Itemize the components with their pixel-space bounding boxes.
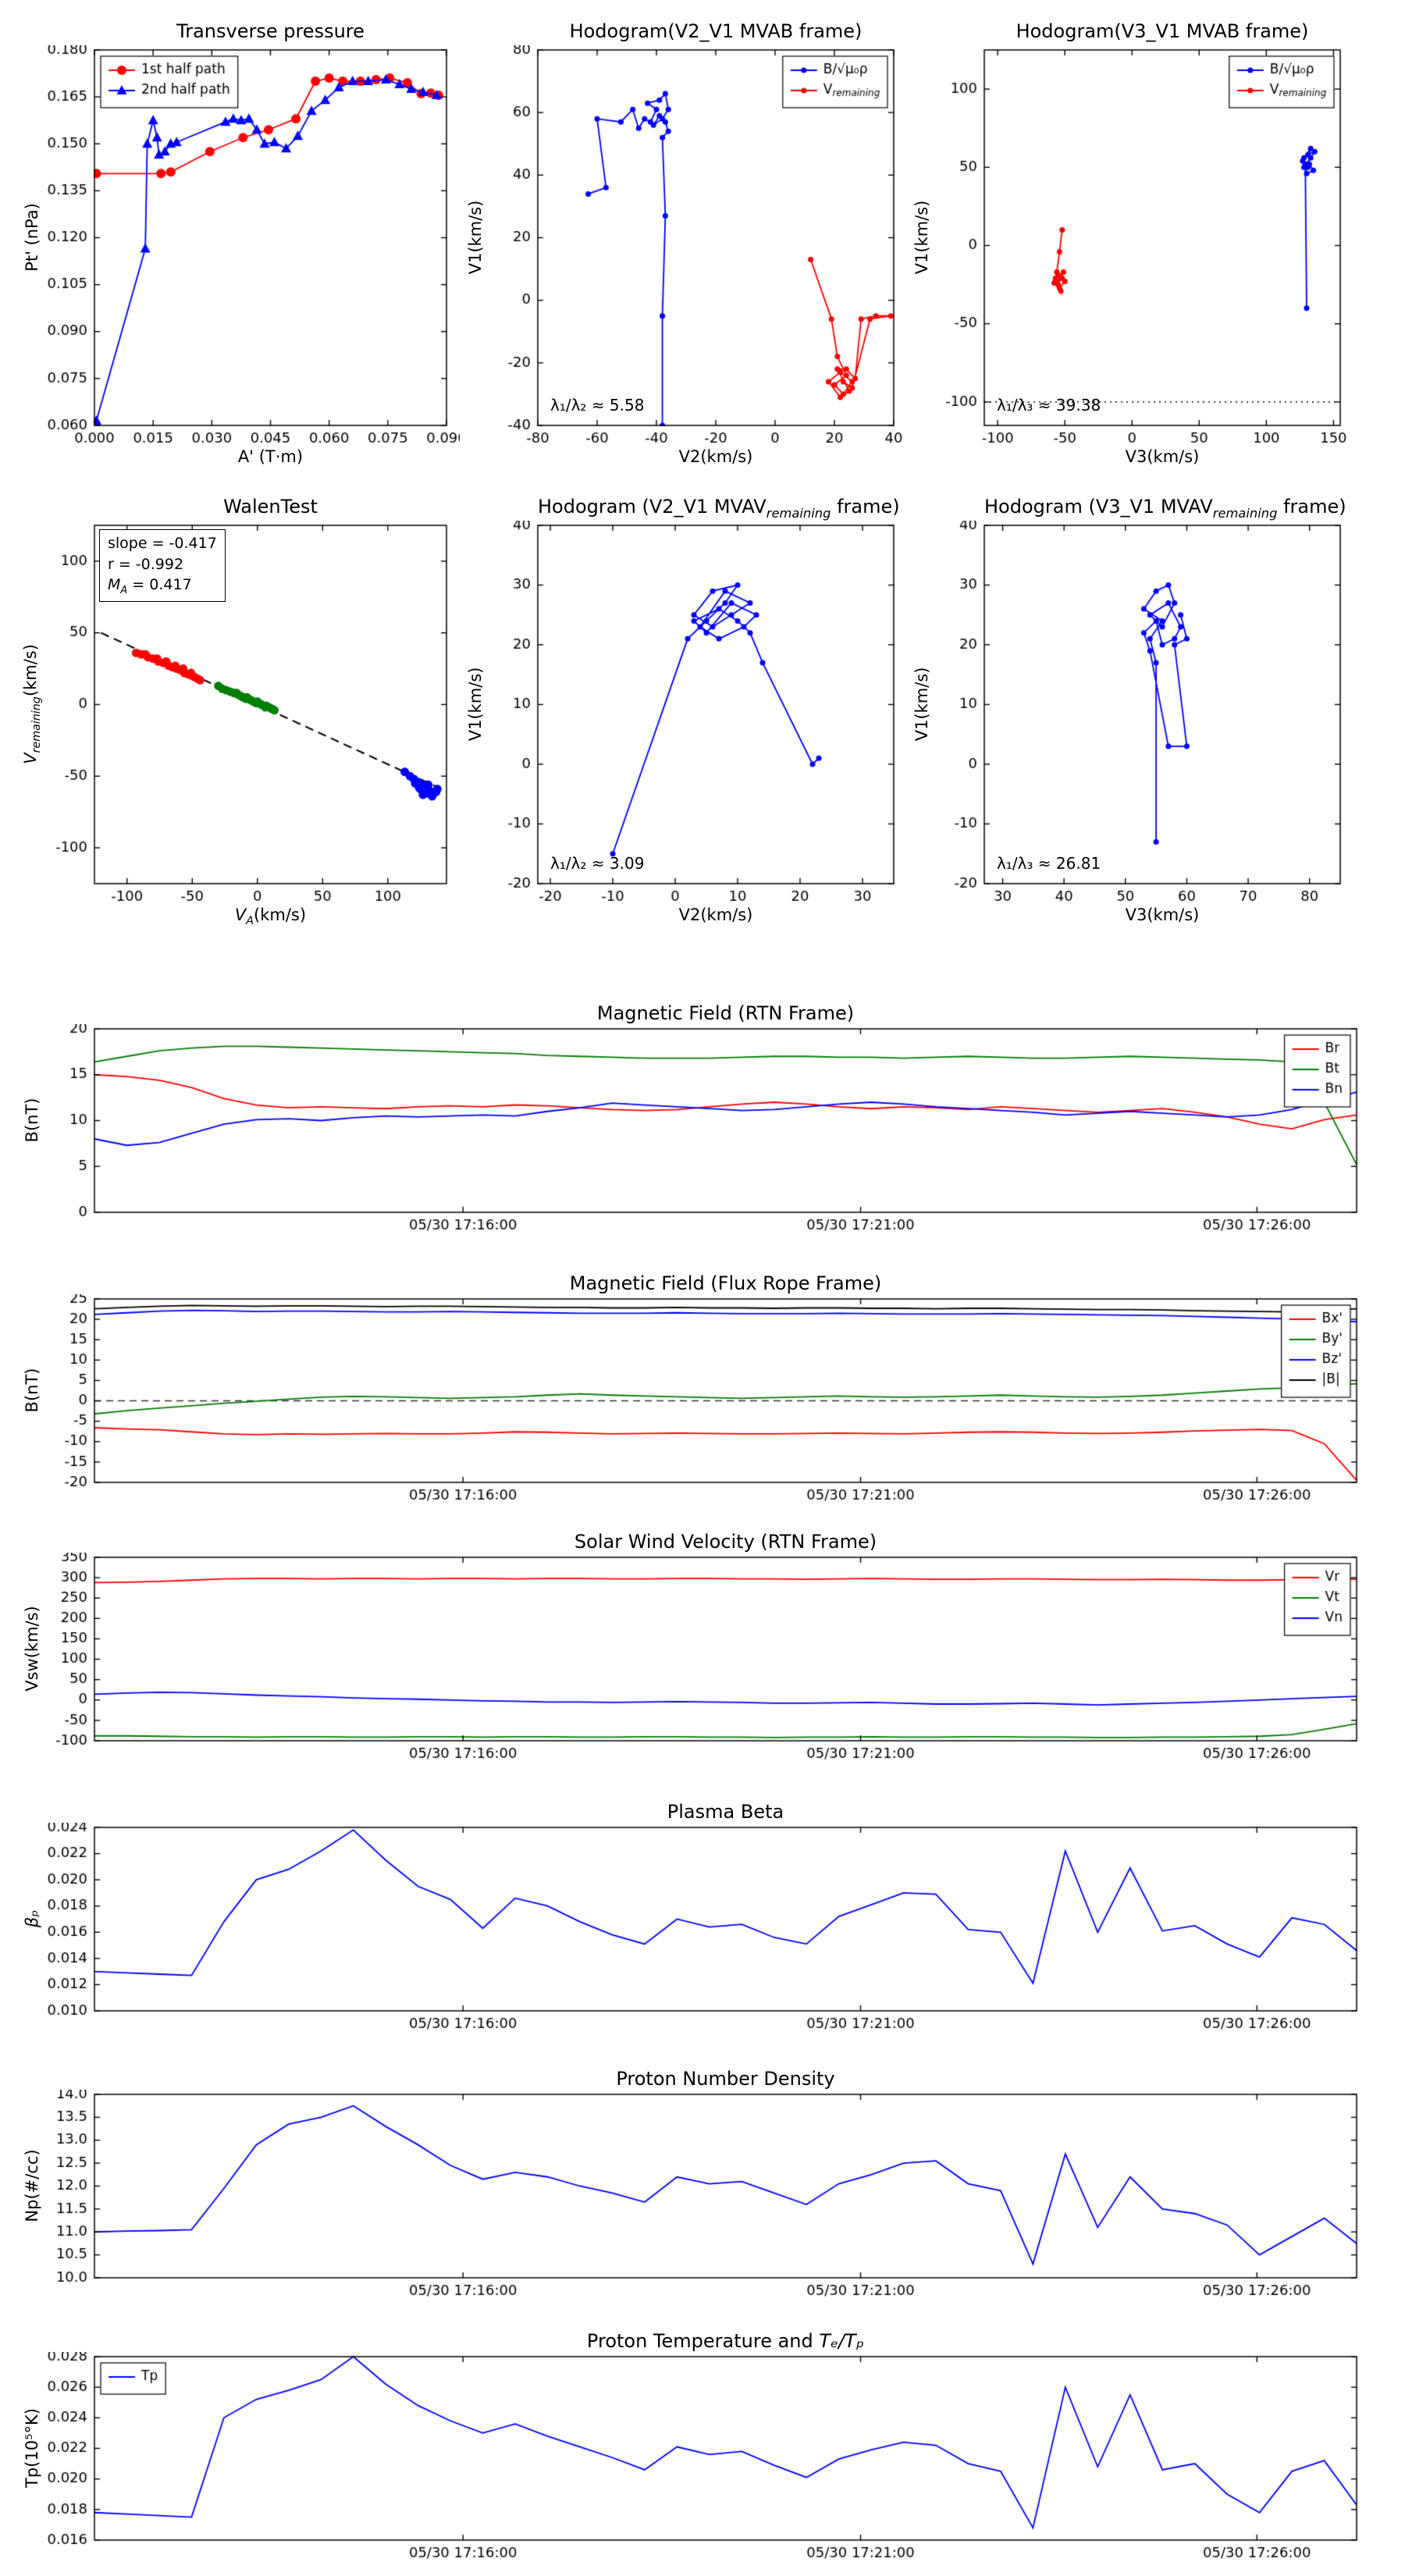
ylabel-text: (km/s) bbox=[20, 644, 40, 697]
ylabel-text: Pt' (nPa) bbox=[23, 203, 41, 272]
ylabel-magnetic-field-rtn: B(nT) bbox=[23, 1098, 41, 1143]
title-transverse-pressure: Transverse pressure bbox=[94, 19, 446, 44]
xlabel-hodogram-v2v1-mvav: V2(km/s) bbox=[538, 906, 894, 924]
title-text: Magnetic Field (RTN Frame) bbox=[596, 1002, 855, 1024]
ylabel-solar-wind-velocity: Vsw(km/s) bbox=[23, 1606, 41, 1692]
chart-transverse-pressure-canvas bbox=[16, 45, 462, 452]
chart-hodogram-v2v1-mvav-canvas bbox=[460, 521, 909, 910]
ylabel-hodogram-v3v1-mvav: V1(km/s) bbox=[912, 667, 931, 742]
ylabel-subscript: remaining bbox=[30, 696, 44, 753]
title-text: frame) bbox=[831, 496, 900, 518]
walen-mach-text: = 0.417 bbox=[127, 576, 192, 594]
xlabel-hodogram-v3v1-mvab: V3(km/s) bbox=[984, 447, 1340, 466]
title-proton-number-density: Proton Number Density bbox=[94, 2066, 1357, 2091]
chart-hodogram-v2v1-mvab-canvas bbox=[460, 45, 909, 452]
chart-proton-number-density-canvas bbox=[16, 2090, 1372, 2304]
title-hodogram-v2v1-mvav: Hodogram (V2_V1 MVAVremaining frame) bbox=[538, 494, 900, 521]
ylabel-text: V bbox=[20, 753, 40, 764]
title-proton-temperature: Proton Temperature and Tₑ/Tₚ bbox=[94, 2329, 1357, 2354]
ylabel-transverse-pressure: Pt' (nPa) bbox=[23, 203, 41, 272]
title-math: Tₑ/Tₚ bbox=[819, 2330, 865, 2352]
walen-mach-subscript: A bbox=[120, 584, 128, 596]
chart-hodogram-v3v1-mvab-canvas bbox=[906, 45, 1356, 452]
title-magnetic-field-rtn: Magnetic Field (RTN Frame) bbox=[94, 1001, 1357, 1026]
walen-mach-symbol: M bbox=[108, 576, 121, 594]
xlabel-walen-test: VA(km/s) bbox=[94, 906, 446, 927]
chart-magnetic-field-rtn-canvas bbox=[16, 1024, 1372, 1239]
xlabel-text: A' (T·m) bbox=[237, 447, 304, 466]
eigenvalue-ratio-annotation-v2v1-mvab: λ₁/λ₂ ≈ 5.58 bbox=[550, 396, 645, 415]
chart-walen-test-canvas bbox=[16, 521, 462, 910]
title-hodogram-v3v1-mvav: Hodogram (V3_V1 MVAVremaining frame) bbox=[984, 494, 1346, 521]
ylabel-text: Np(#/cc) bbox=[23, 2149, 41, 2222]
title-text: Hodogram(V2_V1 MVAB frame) bbox=[569, 20, 863, 42]
title-magnetic-field-flux-rope: Magnetic Field (Flux Rope Frame) bbox=[94, 1271, 1357, 1296]
title-solar-wind-velocity: Solar Wind Velocity (RTN Frame) bbox=[94, 1529, 1357, 1554]
title-text: Plasma Beta bbox=[667, 1801, 784, 1823]
title-subscript: remaining bbox=[766, 505, 831, 521]
chart-hodogram-v3v1-mvav-canvas bbox=[906, 521, 1356, 910]
ylabel-hodogram-v2v1-mvav: V1(km/s) bbox=[466, 667, 485, 742]
ylabel-magnetic-field-flux-rope: B(nT) bbox=[23, 1368, 41, 1413]
chart-proton-temperature-canvas bbox=[16, 2352, 1372, 2567]
xlabel-hodogram-v2v1-mvab: V2(km/s) bbox=[538, 447, 894, 466]
walen-r-value: r = -0.992 bbox=[108, 555, 184, 573]
xlabel-text: V3(km/s) bbox=[1125, 906, 1200, 924]
ylabel-text: Tp(10⁵°K) bbox=[23, 2408, 41, 2488]
title-text: Hodogram (V3_V1 MVAV bbox=[984, 496, 1213, 518]
ylabel-text: B(nT) bbox=[23, 1098, 41, 1143]
ylabel-text: B(nT) bbox=[23, 1368, 41, 1413]
title-text: Solar Wind Velocity (RTN Frame) bbox=[574, 1531, 877, 1553]
title-plasma-beta: Plasma Beta bbox=[94, 1799, 1357, 1824]
walen-stats-box: slope = -0.417 r = -0.992 MA = 0.417 bbox=[99, 529, 226, 603]
ylabel-text: V1(km/s) bbox=[466, 667, 485, 742]
ylabel-text: V1(km/s) bbox=[912, 200, 931, 275]
ylabel-proton-number-density: Np(#/cc) bbox=[23, 2149, 41, 2222]
chart-solar-wind-velocity-canvas bbox=[16, 1553, 1372, 1767]
title-text: Hodogram (V2_V1 MVAV bbox=[538, 496, 767, 518]
title-text: Proton Number Density bbox=[616, 2068, 835, 2090]
eigenvalue-ratio-annotation-v3v1-mvab: λ₁/λ₃ ≈ 39.38 bbox=[997, 396, 1101, 415]
xlabel-text: V2(km/s) bbox=[678, 906, 753, 924]
eigenvalue-ratio-annotation-v2v1-mvav: λ₁/λ₂ ≈ 3.09 bbox=[550, 854, 645, 873]
title-hodogram-v2v1-mvab: Hodogram(V2_V1 MVAB frame) bbox=[538, 19, 894, 44]
xlabel-subscript: A bbox=[246, 915, 254, 928]
xlabel-text: V3(km/s) bbox=[1125, 447, 1200, 466]
title-subscript: remaining bbox=[1212, 505, 1278, 521]
title-text: frame) bbox=[1277, 496, 1346, 518]
walen-alfven-mach-value: MA = 0.417 bbox=[108, 575, 217, 598]
chart-plasma-beta-canvas bbox=[16, 1823, 1372, 2037]
title-text: Magnetic Field (Flux Rope Frame) bbox=[569, 1272, 882, 1294]
ylabel-text: Vsw(km/s) bbox=[23, 1606, 41, 1692]
title-text: Transverse pressure bbox=[176, 20, 365, 42]
xlabel-text: (km/s) bbox=[254, 906, 307, 924]
title-text: Hodogram(V3_V1 MVAB frame) bbox=[1016, 20, 1309, 42]
xlabel-text: V2(km/s) bbox=[678, 447, 753, 466]
title-text: Proton Temperature and bbox=[586, 2330, 820, 2352]
ylabel-text: V1(km/s) bbox=[912, 667, 931, 742]
ylabel-text: βₚ bbox=[23, 1909, 41, 1928]
ylabel-text: V1(km/s) bbox=[466, 200, 485, 275]
ylabel-hodogram-v3v1-mvab: V1(km/s) bbox=[912, 201, 931, 275]
title-text: WalenTest bbox=[223, 496, 318, 518]
ylabel-plasma-beta: βₚ bbox=[23, 1910, 41, 1927]
chart-magnetic-field-flux-rope-canvas bbox=[16, 1294, 1372, 1509]
ylabel-walen-test: Vremaining(km/s) bbox=[21, 644, 43, 764]
title-hodogram-v3v1-mvab: Hodogram(V3_V1 MVAB frame) bbox=[984, 19, 1340, 44]
ylabel-proton-temperature: Tp(10⁵°K) bbox=[23, 2408, 41, 2488]
title-walen-test: WalenTest bbox=[94, 494, 446, 519]
eigenvalue-ratio-annotation-v3v1-mvav: λ₁/λ₃ ≈ 26.81 bbox=[997, 854, 1101, 873]
xlabel-text: V bbox=[234, 906, 247, 924]
xlabel-transverse-pressure: A' (T·m) bbox=[94, 447, 446, 466]
walen-slope-value: slope = -0.417 bbox=[108, 535, 217, 552]
xlabel-hodogram-v3v1-mvav: V3(km/s) bbox=[984, 906, 1340, 924]
ylabel-hodogram-v2v1-mvab: V1(km/s) bbox=[466, 201, 485, 275]
